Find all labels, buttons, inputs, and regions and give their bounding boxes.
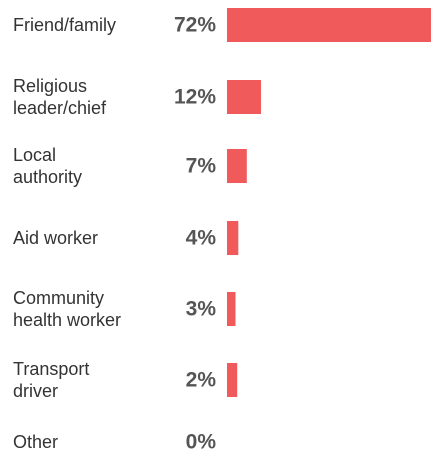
value-label: 72%: [174, 14, 216, 37]
category-label: Transport driver: [13, 359, 89, 401]
category-label: Community health worker: [13, 288, 121, 330]
bar: [227, 80, 261, 114]
category-label: Friend/family: [13, 15, 116, 35]
value-label: 7%: [186, 155, 217, 178]
bar: [227, 363, 238, 397]
bar: [227, 149, 247, 183]
value-label: 0%: [186, 431, 217, 454]
value-label: 3%: [186, 298, 217, 321]
category-label: Religious leader/chief: [13, 76, 107, 118]
bar: [227, 221, 239, 255]
value-label: 2%: [186, 369, 217, 392]
category-label: Other: [13, 432, 58, 452]
bar: [227, 8, 431, 42]
value-label: 4%: [186, 227, 217, 250]
category-label: Aid worker: [13, 228, 98, 248]
value-label: 12%: [174, 86, 216, 109]
category-label: Local authority: [13, 145, 82, 187]
bar: [227, 292, 236, 326]
